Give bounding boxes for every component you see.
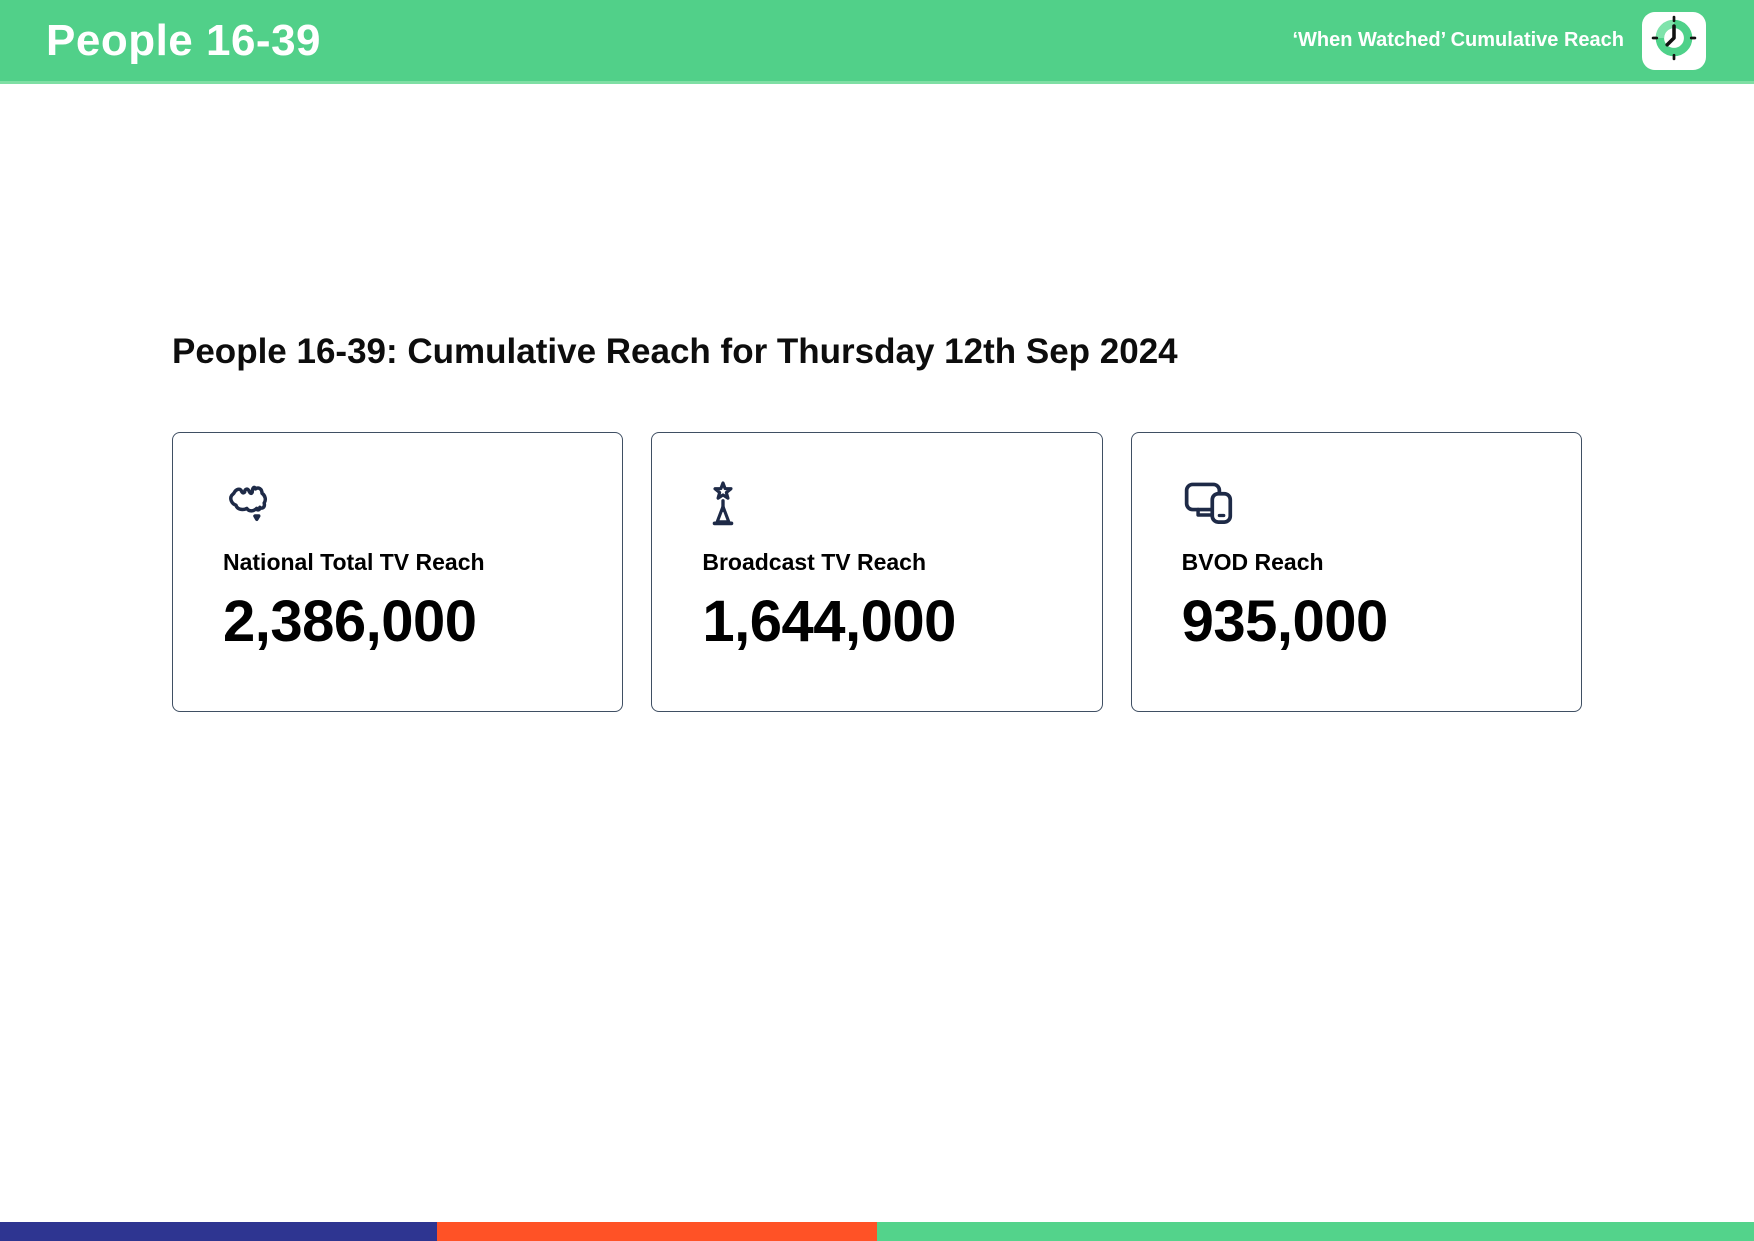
clock-icon xyxy=(1651,15,1697,66)
card-value: 935,000 xyxy=(1181,589,1389,655)
card-value: 2,386,000 xyxy=(223,589,477,655)
clock-logo xyxy=(1642,11,1706,70)
stat-cards-row: National Total TV Reach 2,386,000 Broadc… xyxy=(172,432,1582,713)
stat-card-bvod: BVOD Reach 935,000 xyxy=(1130,432,1582,713)
page-title: People 16-39 xyxy=(46,15,322,65)
header-right-group: ‘When Watched’ Cumulative Reach xyxy=(1292,11,1706,70)
card-value: 1,644,000 xyxy=(702,589,956,655)
stat-card-national-total-tv: National Total TV Reach 2,386,000 xyxy=(172,432,624,713)
card-label: Broadcast TV Reach xyxy=(702,549,927,576)
app-header: People 16-39 ‘When Watched’ Cumulative R… xyxy=(0,0,1754,84)
broadcast-tower-star-icon xyxy=(702,479,1071,535)
header-tagline: ‘When Watched’ Cumulative Reach xyxy=(1292,29,1624,51)
card-label: BVOD Reach xyxy=(1181,549,1324,576)
stat-card-broadcast-tv: Broadcast TV Reach 1,644,000 xyxy=(651,432,1103,713)
footer-bar xyxy=(0,1222,1754,1241)
footer-segment-green xyxy=(877,1222,1754,1241)
card-label: National Total TV Reach xyxy=(223,549,485,576)
footer-segment-orange xyxy=(436,1222,877,1241)
tv-and-phone-devices-icon xyxy=(1182,479,1551,535)
footer-segment-navy xyxy=(0,1222,437,1241)
main-content: People 16-39: Cumulative Reach for Thurs… xyxy=(0,332,1754,713)
page-heading: People 16-39: Cumulative Reach for Thurs… xyxy=(172,332,1178,371)
australia-map-icon xyxy=(223,479,592,535)
